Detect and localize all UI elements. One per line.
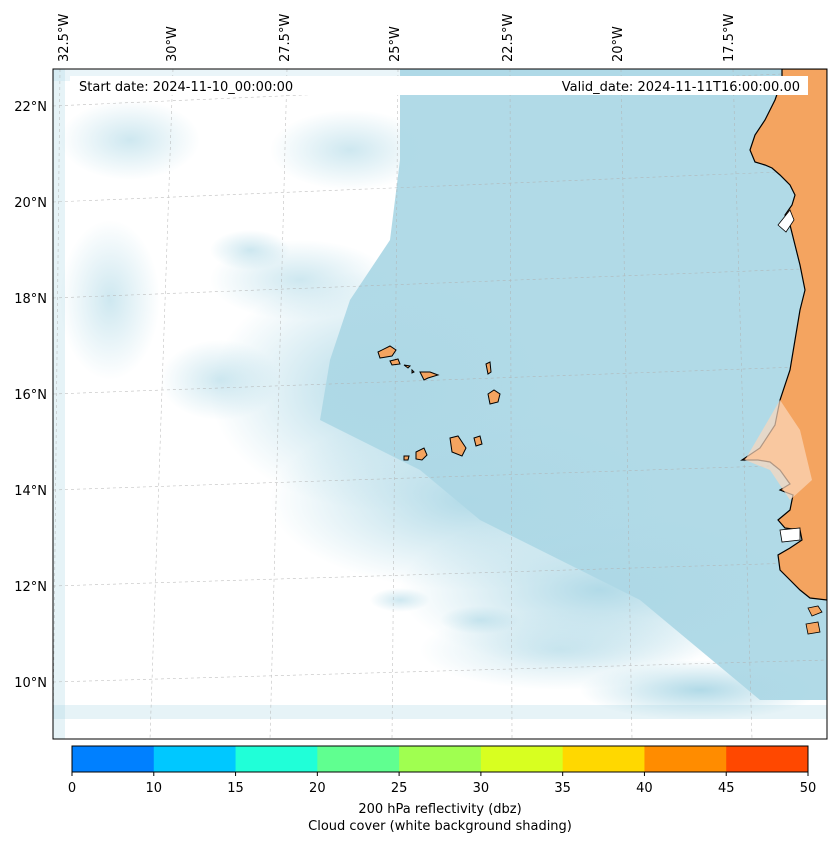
reflectivity-colorbar: 0 10 15 20 25 30 35 40 45 50 200 hPa reflectivity… — [68, 745, 816, 834]
colorbar-tick-label: 20 — [309, 781, 326, 796]
lon-label: 25°W — [388, 26, 403, 62]
colorbar-ticks: 0 10 15 20 25 30 35 40 45 50 — [68, 772, 816, 796]
lat-label: 22°N — [14, 100, 47, 115]
colorbar-segment — [726, 746, 809, 772]
map-plot-area — [53, 69, 827, 739]
lat-label: 12°N — [14, 580, 47, 595]
colorbar-frame — [71, 745, 809, 773]
colorbar-label-line2: Cloud cover (white background shading) — [308, 819, 572, 834]
lon-label: 32.5°W — [57, 14, 72, 62]
colorbar-segment — [317, 746, 400, 772]
lat-label: 16°N — [14, 388, 47, 403]
map-gridlines — [53, 69, 827, 739]
cloud-cover-shading — [53, 69, 827, 739]
lon-label: 22.5°W — [501, 14, 516, 62]
colorbar-tick-label: 15 — [227, 781, 244, 796]
lon-label: 30°W — [165, 26, 180, 62]
start-date-label: Start date: 2024-11-10_00:00:00 — [79, 80, 293, 95]
valid-date-label: Valid_date: 2024-11-11T16:00:00.00 — [562, 80, 800, 95]
latitude-labels: 22°N 20°N 18°N 16°N 14°N 12°N 10°N — [14, 100, 47, 691]
date-info-bar: Start date: 2024-11-10_00:00:00 Valid_da… — [70, 76, 808, 95]
lat-label: 10°N — [14, 676, 47, 691]
colorbar-segment — [562, 746, 645, 772]
longitude-labels: 32.5°W 30°W 27.5°W 25°W 22.5°W 20°W 17.5… — [57, 14, 737, 62]
colorbar-segment — [480, 746, 564, 772]
lat-label: 20°N — [14, 196, 47, 211]
colorbar-tick-label: 30 — [473, 781, 490, 796]
colorbar-segment — [644, 746, 727, 772]
colorbar-tick-label: 25 — [391, 781, 408, 796]
colorbar-tick-label: 40 — [636, 781, 653, 796]
west-africa-coastline — [740, 69, 827, 635]
lon-label: 20°W — [611, 26, 626, 62]
cape-verde-islands — [377, 345, 501, 461]
colorbar-tick-label: 45 — [718, 781, 735, 796]
colorbar-tick-label: 35 — [554, 781, 571, 796]
colorbar-tick-label: 10 — [146, 781, 163, 796]
lon-label: 27.5°W — [278, 14, 293, 62]
colorbar-tick-label: 50 — [800, 781, 817, 796]
lat-label: 14°N — [14, 484, 47, 499]
colorbar-segment — [399, 746, 482, 772]
lat-label: 18°N — [14, 292, 47, 307]
colorbar-segment — [153, 746, 237, 772]
colorbar-tick-label: 0 — [68, 781, 76, 796]
colorbar-segment — [72, 746, 155, 772]
colorbar-segments — [72, 746, 809, 772]
colorbar-label-line1: 200 hPa reflectivity (dbz) — [358, 802, 521, 817]
colorbar-segment — [235, 746, 318, 772]
lon-label: 17.5°W — [722, 14, 737, 62]
map-frame — [52, 68, 828, 740]
